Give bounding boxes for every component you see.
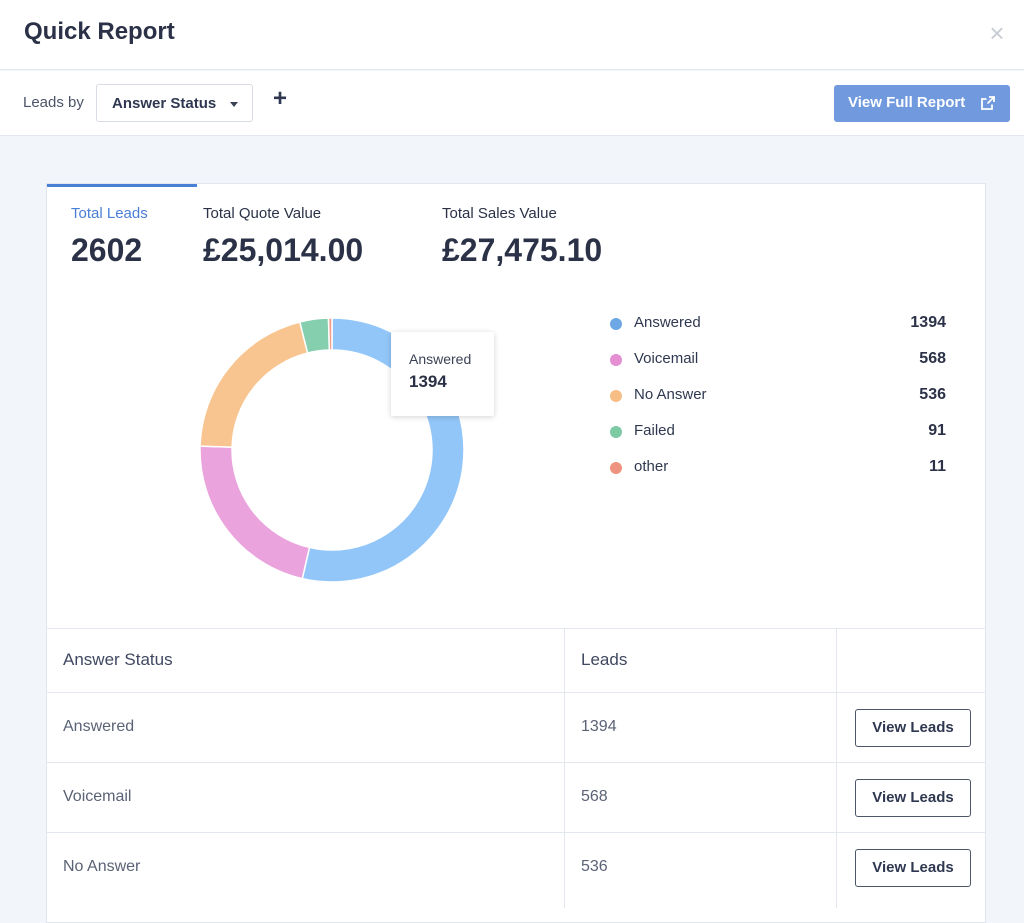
row-leads: 536	[581, 858, 608, 875]
donut-slice-no-answer[interactable]	[199, 321, 309, 448]
view-leads-button[interactable]: View Leads	[855, 709, 971, 747]
total-leads-value: 2602	[71, 232, 143, 268]
tab-total-leads[interactable]: Total Leads	[71, 205, 148, 222]
table-row: Voicemail 568 View Leads	[47, 762, 985, 832]
view-full-report-label: View Full Report	[848, 94, 966, 111]
legend-dot-icon	[610, 354, 622, 366]
legend-item[interactable]: Voicemail 568	[610, 348, 946, 372]
total-quote-value: £25,014.00	[203, 232, 364, 268]
view-leads-button[interactable]: View Leads	[855, 779, 971, 817]
legend-item[interactable]: other 11	[610, 456, 946, 480]
external-link-icon	[981, 96, 995, 110]
view-leads-button[interactable]: View Leads	[855, 849, 971, 887]
legend-value: 568	[919, 350, 946, 367]
legend-label: Failed	[634, 422, 675, 439]
chart-tooltip: Answered 1394	[391, 332, 494, 416]
donut-slice-voicemail[interactable]	[199, 445, 311, 580]
active-tab-indicator	[47, 184, 197, 187]
tab-total-quote-value[interactable]: Total Quote Value	[203, 205, 322, 222]
legend-dot-icon	[610, 462, 622, 474]
tooltip-label: Answered	[409, 351, 472, 367]
legend-dot-icon	[610, 426, 622, 438]
legend-item[interactable]: Failed 91	[610, 420, 946, 444]
legend-label: Answered	[634, 314, 701, 331]
legend-label: No Answer	[634, 386, 707, 403]
table-row: Answered 1394 View Leads	[47, 692, 985, 762]
row-status: Answered	[63, 718, 135, 735]
page-title: Quick Report	[24, 18, 175, 45]
legend-item[interactable]: No Answer 536	[610, 384, 946, 408]
donut-slice-other[interactable]	[327, 317, 333, 351]
legend-value: 1394	[910, 314, 946, 331]
report-toolbar: Leads by Answer Status + View Full Repor…	[0, 71, 1024, 136]
tooltip-value: 1394	[409, 372, 447, 391]
group-by-dropdown[interactable]: Answer Status	[96, 84, 253, 122]
legend-dot-icon	[610, 318, 622, 330]
row-status: No Answer	[63, 858, 141, 875]
report-card: Total Leads 2602 Total Quote Value £25,0…	[46, 183, 986, 923]
legend-value: 536	[919, 386, 946, 403]
legend-label: Voicemail	[634, 350, 699, 367]
legend-item[interactable]: Answered 1394	[610, 312, 946, 336]
total-sales-value: £27,475.10	[442, 232, 603, 268]
close-icon[interactable]: ×	[989, 18, 1005, 48]
legend-dot-icon	[610, 390, 622, 402]
table-row: No Answer 536 View Leads	[47, 832, 985, 908]
column-header-leads: Leads	[581, 650, 628, 669]
group-by-value: Answer Status	[112, 95, 217, 112]
row-leads: 1394	[581, 718, 617, 735]
caret-down-icon	[230, 102, 238, 107]
legend-value: 91	[928, 422, 946, 439]
view-full-report-button[interactable]: View Full Report	[834, 85, 1010, 122]
modal-header: Quick Report ×	[0, 0, 1024, 70]
column-header-status: Answer Status	[63, 650, 173, 669]
row-leads: 568	[581, 788, 608, 805]
table-header-row: Answer Status Leads	[47, 628, 985, 692]
tab-total-sales-value[interactable]: Total Sales Value	[442, 205, 557, 222]
legend-label: other	[634, 458, 669, 475]
leads-by-label: Leads by	[23, 94, 84, 111]
row-status: Voicemail	[63, 788, 132, 805]
plus-icon[interactable]: +	[272, 85, 287, 112]
legend-value: 11	[929, 458, 946, 475]
